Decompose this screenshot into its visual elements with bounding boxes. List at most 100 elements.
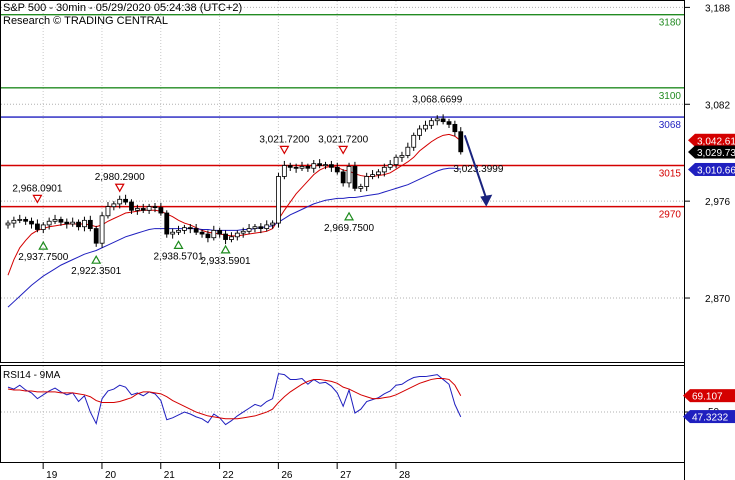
candle-body: [340, 171, 346, 184]
candle-body: [240, 230, 246, 234]
level-label: 3015: [659, 169, 682, 180]
candle-body: [352, 166, 358, 189]
rsi-badge: [690, 389, 735, 403]
candle-body: [11, 219, 17, 224]
candle-body: [205, 233, 211, 239]
candle-body: [428, 120, 434, 126]
level-label: 3180: [659, 18, 682, 29]
rsi-badge-label: 69.107: [692, 392, 723, 403]
candle-body: [217, 229, 223, 235]
candle-body: [281, 165, 287, 177]
candle-body: [64, 221, 70, 225]
candle-body: [323, 164, 328, 166]
candle-body: [117, 198, 123, 205]
candle-body: [293, 166, 299, 169]
price-badge: [695, 162, 735, 176]
candle-body: [440, 118, 446, 123]
candle-body: [305, 166, 311, 169]
candle-body: [58, 219, 64, 223]
pivot-low-label: 2,938.5701: [153, 251, 203, 262]
candle-body: [334, 166, 340, 173]
price-badge-label: 3,029.73: [697, 148, 735, 159]
price-axis-label: 2,976: [705, 197, 730, 208]
forecast-arrow-head: [480, 194, 493, 207]
price-badge: [695, 145, 735, 159]
candle-body: [29, 220, 34, 225]
price-badge: [695, 133, 735, 147]
forecast-arrow-shaft: [463, 135, 488, 199]
candle-body: [434, 118, 440, 122]
candle-body: [299, 166, 305, 169]
price-axis-label: 2,870: [705, 294, 730, 305]
candle-body: [452, 123, 458, 133]
candle-body: [152, 206, 158, 209]
pivot-high-label: 2,980.2900: [95, 172, 145, 183]
rsi-badge: [690, 410, 735, 424]
time-axis-label: 28: [399, 470, 411, 480]
candle-body: [146, 206, 152, 211]
candle-body: [158, 207, 164, 214]
candle-body: [70, 221, 76, 225]
pivot-low-marker: [173, 240, 184, 249]
candle-body: [446, 121, 452, 125]
candle-body: [358, 186, 364, 189]
candle-body: [93, 228, 99, 244]
candle-body: [229, 236, 234, 240]
candle-body: [376, 171, 381, 176]
candle-body: [387, 164, 393, 168]
candle-body: [311, 163, 317, 169]
candle-body: [270, 222, 276, 226]
candle-body: [393, 156, 399, 165]
time-axis-label: 21: [164, 470, 176, 480]
pivot-low-label: 2,937.7500: [18, 252, 68, 263]
candle-body: [52, 219, 58, 222]
pivot-low-label: 2,933.5901: [201, 256, 251, 267]
candle-body: [399, 155, 405, 158]
candle-body: [76, 221, 81, 228]
rsi-title: RSI14 - 9MA: [3, 370, 61, 381]
level-label: 3100: [659, 91, 682, 102]
price-badge-pointer: [688, 133, 695, 147]
candle-body: [35, 223, 40, 230]
price-badge-label: 3,010.66: [697, 165, 735, 176]
candle-body: [223, 233, 228, 240]
candle-body: [405, 146, 411, 156]
price-badge-pointer: [688, 145, 695, 159]
candle-body: [423, 124, 428, 130]
candle-body: [328, 164, 334, 168]
pivot-high-marker: [114, 183, 125, 193]
candle-body: [176, 229, 181, 233]
pivot-low-marker: [220, 244, 231, 254]
candle-body: [411, 134, 417, 148]
candle-body: [211, 229, 217, 239]
price-badge-pointer: [688, 162, 695, 176]
rsi-badge-pointer: [683, 389, 690, 403]
candle-body: [111, 203, 117, 208]
candle-body: [317, 163, 323, 166]
time-axis-label: 22: [223, 470, 235, 480]
price-axis-label: 3,082: [705, 100, 730, 111]
ma-long-line: [7, 167, 461, 308]
rsi-badge-pointer: [683, 410, 690, 424]
candle-body: [364, 176, 370, 187]
pivot-low-marker: [91, 254, 102, 264]
pivot-high-marker: [32, 194, 43, 204]
candle-body: [82, 219, 87, 228]
candle-body: [170, 231, 176, 235]
time-axis-label: 19: [46, 470, 58, 480]
candle-body: [370, 174, 375, 177]
candle-body: [417, 128, 423, 136]
candle-body: [87, 219, 93, 229]
price-annotation-label: 3,068.6699: [412, 94, 462, 105]
candle-body: [40, 224, 46, 230]
candle-body: [346, 166, 352, 184]
level-label: 2970: [659, 210, 682, 221]
candle-body: [134, 208, 140, 211]
pivot-high-label: 2,968.0901: [12, 183, 62, 194]
candle-body: [187, 227, 193, 230]
price-badge-label: 3,042.61: [697, 136, 735, 147]
chart-title: S&P 500 - 30min - 05/29/2020 05:24:38 (U…: [3, 2, 242, 14]
time-axis-label: 20: [105, 470, 117, 480]
candle-body: [105, 206, 111, 217]
